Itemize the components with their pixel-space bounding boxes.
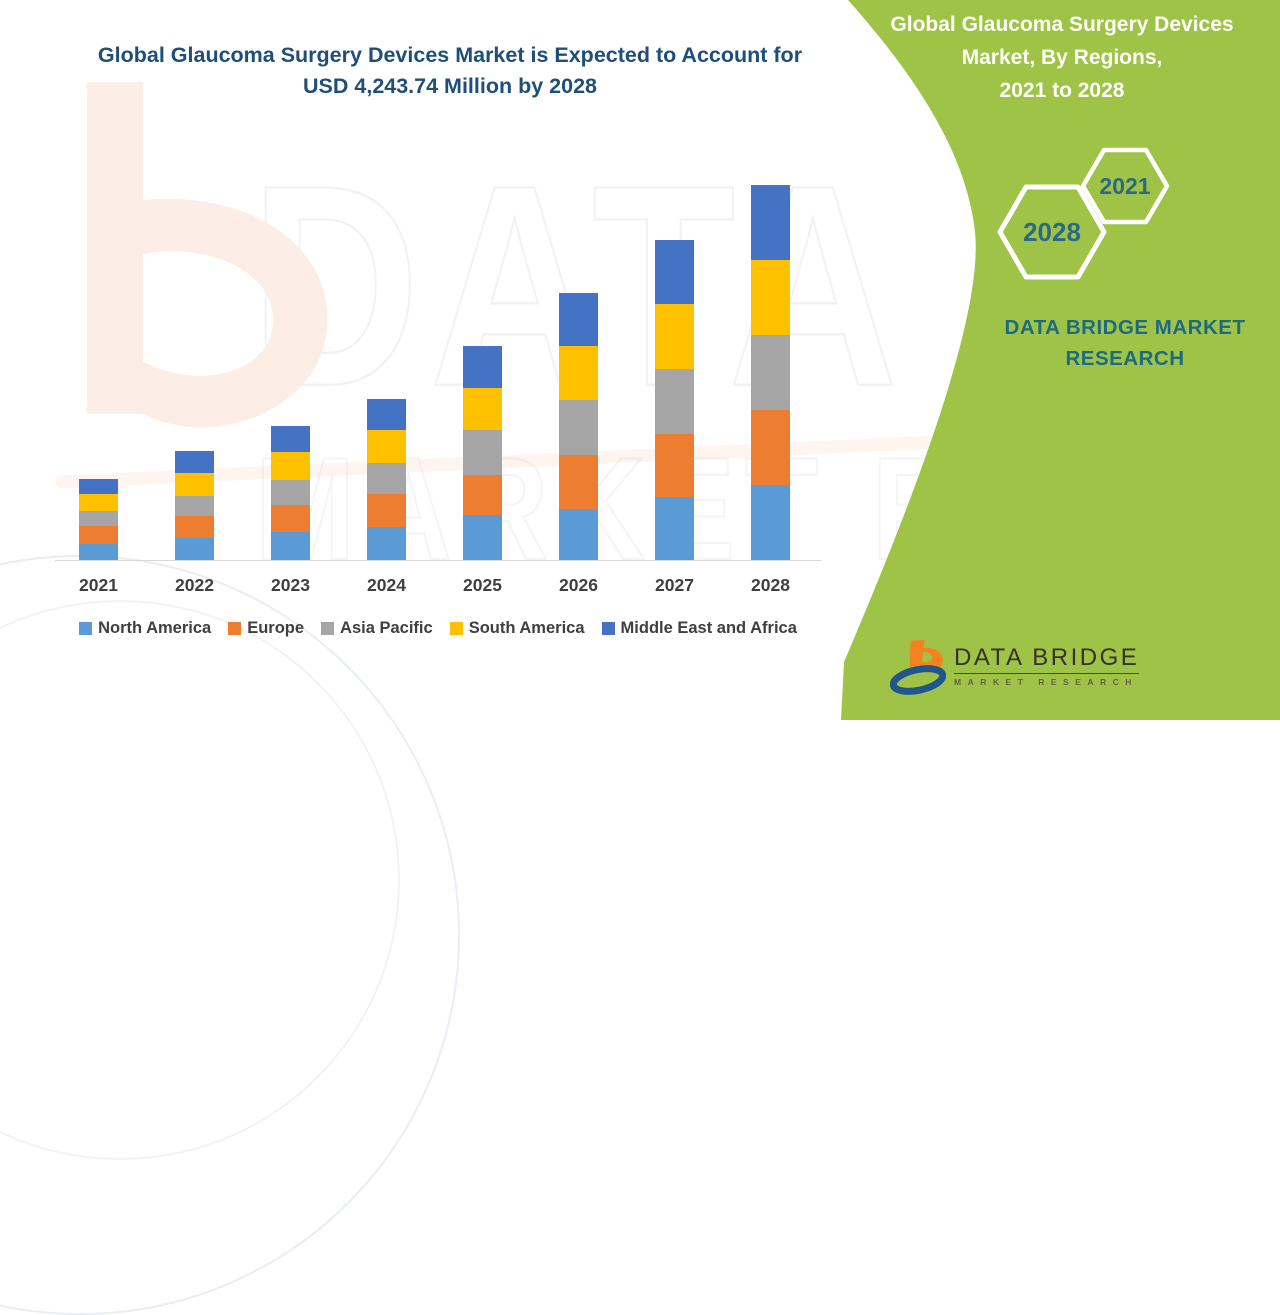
x-axis-label: 2023 xyxy=(271,575,310,595)
panel-heading-line2: Market, By Regions, xyxy=(961,46,1163,69)
legend-swatch xyxy=(321,622,335,635)
year-hexagons: 2021 2028 xyxy=(997,147,1170,280)
page-title-line2: USD 4,243.74 Million by 2028 xyxy=(303,74,597,98)
legend-label: Asia Pacific xyxy=(340,619,433,637)
bar-segment xyxy=(175,538,214,560)
bar-segment xyxy=(271,480,310,505)
x-axis-label: 2025 xyxy=(463,575,502,595)
bar-segment xyxy=(559,293,598,347)
hexagon-2021 xyxy=(1080,147,1170,225)
bar-group-2025 xyxy=(463,345,502,560)
bar-segment xyxy=(463,345,502,389)
x-axis-label: 2022 xyxy=(175,575,214,595)
bar-segment xyxy=(751,334,790,411)
bar-group-2026 xyxy=(559,293,598,560)
bar-segment xyxy=(271,505,310,532)
green-panel-path xyxy=(841,0,1280,720)
legend-label: North America xyxy=(98,619,212,637)
bar-segment xyxy=(367,527,406,560)
bar-group-2021 xyxy=(79,479,118,560)
x-axis-label: 2026 xyxy=(559,575,598,595)
bar-segment xyxy=(175,450,214,473)
bar-group-2022 xyxy=(175,450,214,560)
bar-group-2024 xyxy=(367,398,406,560)
legend-item: South America xyxy=(449,619,585,638)
bar-segment xyxy=(367,463,406,495)
legend-item: Middle East and Africa xyxy=(601,619,797,638)
bar-segment xyxy=(655,304,694,369)
bar-segment xyxy=(655,497,694,560)
bar-group-2027 xyxy=(655,240,694,560)
brand-text-line2: RESEARCH xyxy=(1065,347,1185,370)
panel-heading-line3: 2021 to 2028 xyxy=(999,79,1125,102)
bar-segment xyxy=(463,474,502,515)
bar-segment xyxy=(367,430,406,464)
bar-segment xyxy=(79,479,118,494)
legend-item: North America xyxy=(79,619,211,638)
legend-item: Europe xyxy=(228,619,304,638)
bar-segment xyxy=(175,496,214,517)
bar-segment xyxy=(463,515,502,560)
bar-segment xyxy=(79,526,118,544)
bar-segment xyxy=(79,543,118,560)
legend-swatch xyxy=(449,622,463,635)
legend-swatch xyxy=(601,622,615,635)
legend-swatch xyxy=(79,622,93,635)
dbmr-logo-icon xyxy=(890,639,946,695)
legend-swatch xyxy=(228,622,242,635)
bar-group-2023 xyxy=(271,425,310,560)
bar-segment xyxy=(655,368,694,434)
x-axis-label: 2024 xyxy=(367,575,406,595)
x-axis-labels: 2021 2022 2023 2024 2025 2026 2027 2028 xyxy=(55,575,821,597)
hexagon-year-2028: 2028 xyxy=(1023,217,1081,247)
hexagon-2028 xyxy=(997,184,1107,280)
stacked-bar-chart xyxy=(55,150,821,561)
legend-label: South America xyxy=(468,619,585,637)
bar-segment xyxy=(751,410,790,486)
dbmr-logo-tagline: MARKET RESEARCH xyxy=(954,677,1138,688)
panel-heading: Global Glaucoma Surgery Devices Market, … xyxy=(850,8,1274,107)
bar-segment xyxy=(367,494,406,528)
bar-segment xyxy=(559,346,598,400)
bar-segment xyxy=(175,472,214,497)
bar-segment xyxy=(559,454,598,509)
hexagon-year-2021: 2021 xyxy=(1099,173,1150,199)
dbmr-logo-text: DATA BRIDGE MARKET RESEARCH xyxy=(954,643,1140,688)
x-axis-label: 2027 xyxy=(655,575,694,595)
bar-segment xyxy=(559,399,598,455)
bar-segment xyxy=(559,508,598,560)
dbmr-logo-rule xyxy=(954,672,1140,675)
brand-text: DATA BRIDGE MARKET RESEARCH xyxy=(965,312,1280,374)
bar-segment xyxy=(751,185,790,261)
bar-segment xyxy=(463,388,502,430)
dbmr-logo-name: DATA BRIDGE xyxy=(954,643,1140,671)
bar-segment xyxy=(463,429,502,475)
bar-segment xyxy=(271,452,310,480)
bar-segment xyxy=(271,532,310,560)
panel-heading-line1: Global Glaucoma Surgery Devices xyxy=(890,13,1234,36)
bar-group-2028 xyxy=(751,185,790,560)
peach-logo-watermark xyxy=(87,82,328,428)
bar-segment xyxy=(655,240,694,305)
bar-segment xyxy=(175,516,214,539)
bar-segment xyxy=(79,493,118,511)
bar-segment xyxy=(367,398,406,431)
bar-segment xyxy=(655,433,694,497)
chart-legend: North America Europe Asia Pacific South Ame… xyxy=(55,619,821,638)
bar-segment xyxy=(751,485,790,560)
page-title-line1: Global Glaucoma Surgery Devices Market i… xyxy=(97,43,803,67)
green-panel-shape xyxy=(841,0,1280,720)
dbmr-logo: DATA BRIDGE MARKET RESEARCH xyxy=(890,636,1140,696)
legend-label: Middle East and Africa xyxy=(620,619,797,637)
bar-segment xyxy=(271,425,310,453)
brand-text-line1: DATA BRIDGE MARKET xyxy=(1004,316,1246,339)
page-title: Global Glaucoma Surgery Devices Market i… xyxy=(60,40,840,102)
x-axis-label: 2028 xyxy=(751,575,790,595)
legend-item: Asia Pacific xyxy=(321,619,433,638)
legend-label: Europe xyxy=(247,619,305,637)
bar-segment xyxy=(751,260,790,335)
bar-segment xyxy=(79,510,118,527)
x-axis-label: 2021 xyxy=(79,575,118,595)
